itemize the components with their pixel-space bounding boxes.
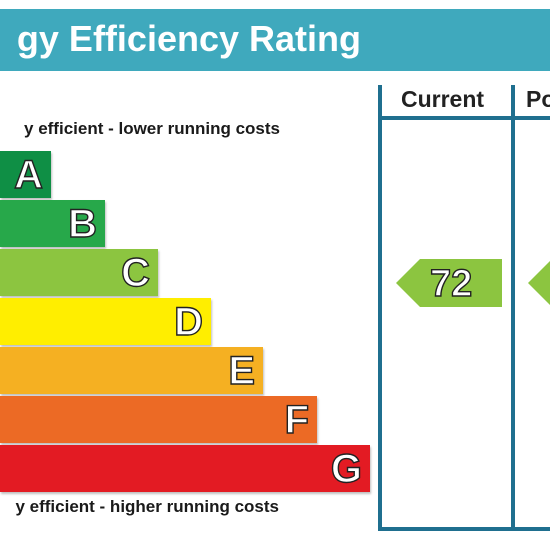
band-g: G	[0, 445, 370, 492]
potential-rating-arrow	[528, 259, 550, 307]
column-current-heading: Current	[401, 86, 485, 112]
band-f-letter: F	[284, 397, 310, 442]
current-rating-arrow: 72	[396, 259, 502, 307]
band-e: E	[0, 347, 263, 394]
chart-title: gy Efficiency Rating	[16, 18, 361, 59]
current-rating-arrow-shape	[396, 259, 502, 307]
current-rating-arrow-fill	[396, 259, 502, 307]
header-underline	[378, 116, 550, 120]
column-potential-heading: Po	[526, 86, 550, 112]
band-b: B	[0, 200, 105, 247]
caption-bottom: y efficient - higher running costs	[15, 497, 279, 516]
band-g-letter: G	[330, 446, 363, 491]
band-a-letter: A	[13, 152, 43, 197]
divider-left	[378, 85, 382, 531]
band-d: D	[0, 298, 211, 345]
potential-rating-arrow-fill	[528, 261, 550, 305]
title-bar: gy Efficiency Rating	[0, 9, 550, 71]
band-f: F	[0, 396, 317, 443]
current-rating-value: 72	[429, 262, 473, 305]
band-e-letter: E	[228, 348, 256, 393]
band-d-letter: D	[173, 299, 203, 344]
divider-middle	[511, 85, 515, 531]
caption-top: y efficient - lower running costs	[24, 119, 280, 138]
band-c: C	[0, 249, 158, 296]
band-c-letter: C	[120, 250, 150, 295]
band-b-letter: B	[67, 201, 97, 246]
potential-rating-arrow-shape	[528, 261, 550, 305]
bottom-border	[378, 527, 550, 531]
band-a: A	[0, 151, 51, 198]
